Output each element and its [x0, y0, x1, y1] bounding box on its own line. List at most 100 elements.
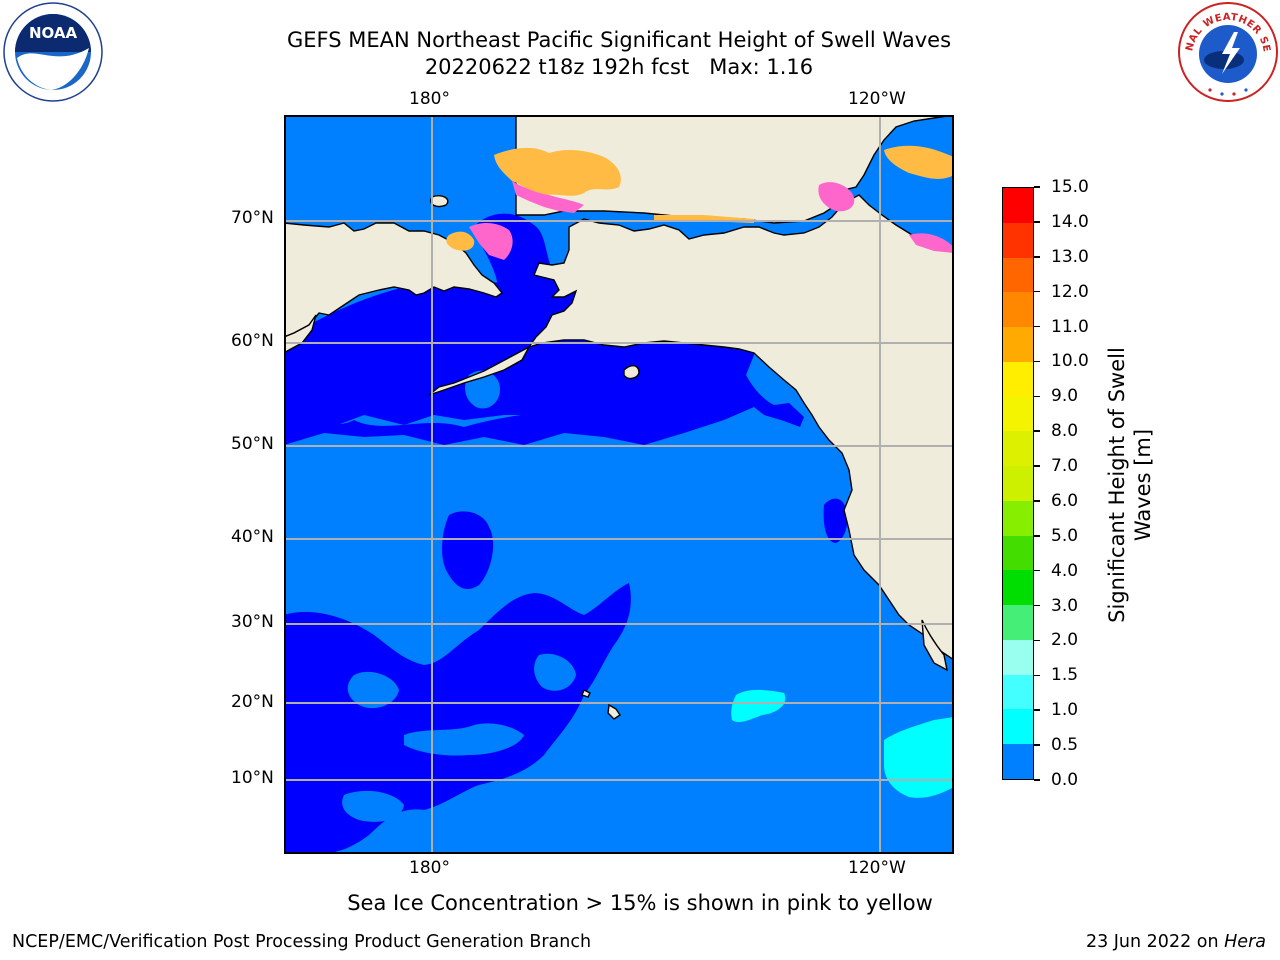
colorbar-tick-label: 12.0	[1051, 281, 1089, 302]
colorbar-tick-label: 13.0	[1051, 246, 1089, 267]
colorbar-tick-mark	[1034, 674, 1040, 677]
colorbar-swatch	[1003, 466, 1033, 501]
colorbar-tick-label: 0.5	[1051, 735, 1079, 756]
colorbar-tick-mark	[1034, 500, 1040, 502]
sea-ice-orange-ne	[884, 145, 954, 179]
colorbar-tick-mark	[1034, 779, 1040, 781]
colorbar-tick-label: 10.0	[1051, 351, 1089, 372]
low-swell-central	[284, 583, 631, 854]
lon-label-bottom-120w: 120°W	[848, 858, 906, 878]
colorbar-tick-label: 4.0	[1051, 560, 1079, 581]
colorbar-tick-mark	[1034, 569, 1040, 572]
sea-ice-pink-ne	[818, 182, 855, 212]
colorbar-tick-mark	[1034, 395, 1040, 398]
colorbar-tick-label: 3.0	[1051, 595, 1079, 616]
colorbar-swatch	[1003, 639, 1033, 675]
colorbar-tick-label: 0.0	[1051, 770, 1079, 790]
lon-label-top-120w: 120°W	[848, 89, 906, 109]
colorbar-tick-mark	[1034, 604, 1040, 607]
cyan-swell-southeast	[884, 717, 954, 798]
sea-ice-pink-chukchi	[469, 223, 513, 260]
land-kodiak	[623, 365, 640, 380]
lat-label-20n: 20°N	[231, 692, 274, 712]
colorbar-swatch	[1003, 188, 1033, 223]
map-panel	[283, 114, 955, 854]
colorbar-swatch	[1003, 500, 1033, 536]
colorbar-swatch	[1003, 327, 1033, 362]
lon-label-bottom-180: 180°	[409, 858, 450, 878]
noaa-logo-text: NOAA	[29, 24, 78, 42]
colorbar-swatch	[1003, 605, 1033, 640]
low-swell-west-north	[442, 511, 494, 590]
colorbar-tick-mark	[1034, 465, 1040, 467]
colorbar-swatch	[1003, 570, 1033, 606]
colorbar-swatches	[1003, 188, 1033, 780]
colorbar-ticks: 15.0 14.0 13.0 12.0 11.0 10.0 9.0 8.0 7.0 6.0 5.0 4…	[1034, 177, 1114, 790]
cyan-swell-central	[731, 689, 786, 723]
lon-label-top-180: 180°	[409, 89, 450, 109]
colorbar-tick-mark	[1034, 744, 1040, 746]
colorbar-tick-label: 8.0	[1051, 421, 1079, 442]
colorbar-swatch	[1003, 222, 1033, 258]
colorbar-tick-mark	[1034, 325, 1040, 328]
sea-ice-orange-north	[494, 147, 621, 196]
colorbar-tick-mark	[1034, 256, 1040, 258]
land-masses	[283, 114, 955, 720]
colorbar-swatch	[1003, 535, 1033, 571]
colorbar-tick-mark	[1034, 290, 1040, 293]
colorbar-swatch	[1003, 744, 1033, 780]
colorbar-tick-label: 2.0	[1051, 630, 1079, 651]
colorbar-tick-label: 7.0	[1051, 456, 1079, 477]
lat-label-40n: 40°N	[231, 527, 274, 547]
map-title: GEFS MEAN Northeast Pacific Significant …	[286, 28, 952, 52]
colorbar-tick-label: 1.5	[1051, 665, 1079, 686]
colorbar-tick-mark	[1034, 709, 1040, 711]
map-frame	[284, 115, 954, 854]
colorbar-swatch	[1003, 396, 1033, 432]
colorbar-label: Significant Height of Swell Waves [m]	[1105, 347, 1155, 623]
colorbar	[1002, 187, 1034, 780]
colorbar-swatch	[1003, 431, 1033, 467]
colorbar-swatch	[1003, 257, 1033, 293]
footer-branch: NCEP/EMC/Verification Post Processing Pr…	[12, 932, 592, 952]
land-siberia	[283, 222, 504, 339]
colorbar-tick-label: 5.0	[1051, 525, 1079, 546]
lat-label-70n: 70°N	[231, 208, 274, 228]
colorbar-tick-label: 11.0	[1051, 316, 1089, 337]
land-st-lawrence	[429, 195, 449, 208]
colorbar-tick-mark	[1034, 360, 1040, 363]
nws-logo: NATIONAL WEATHER SERVICE	[1173, 0, 1278, 102]
land-alaska-peninsula	[428, 345, 531, 396]
sea-ice-pink-ne2	[909, 233, 954, 253]
sea-ice-note: Sea Ice Concentration > 15% is shown in …	[347, 891, 933, 915]
sea-ice	[446, 145, 954, 260]
colorbar-tick-label: 1.0	[1051, 700, 1079, 721]
sea-ice-orange-west	[446, 231, 475, 251]
colorbar-tick-mark	[1034, 430, 1040, 432]
colorbar-tick-label: 6.0	[1051, 490, 1079, 511]
footer-date-text: 23 Jun 2022 on	[1085, 932, 1225, 952]
colorbar-tick-label: 14.0	[1051, 211, 1089, 232]
colorbar-tick-mark	[1034, 186, 1040, 188]
land-hawaii-2	[581, 689, 591, 698]
map-subtitle: 20220622 t18z 192h fcst Max: 1.16	[424, 55, 814, 79]
lat-label-30n: 30°N	[231, 612, 274, 632]
colorbar-tick-mark	[1034, 639, 1040, 642]
land-baja	[921, 619, 948, 672]
lat-label-50n: 50°N	[231, 434, 274, 454]
colorbar-swatch	[1003, 361, 1033, 397]
colorbar-tick-label: 9.0	[1051, 386, 1079, 407]
noaa-logo: NOAA	[3, 2, 103, 102]
footer-host: Hera	[1224, 932, 1266, 952]
mid-swell-patch-west	[347, 671, 399, 709]
footer-date: 23 Jun 2022 on Hera	[1086, 932, 1266, 952]
colorbar-tick-label: 15.0	[1051, 177, 1089, 197]
low-swell-coast-ca	[823, 498, 848, 543]
sea-ice-pink-north	[512, 181, 584, 213]
lat-label-60n: 60°N	[231, 331, 274, 351]
colorbar-swatch	[1003, 292, 1033, 328]
land-hawaii	[607, 703, 621, 720]
mid-swell-patch-center	[534, 653, 576, 691]
colorbar-swatch	[1003, 709, 1033, 745]
mid-swell-patch-south-1	[404, 723, 524, 756]
